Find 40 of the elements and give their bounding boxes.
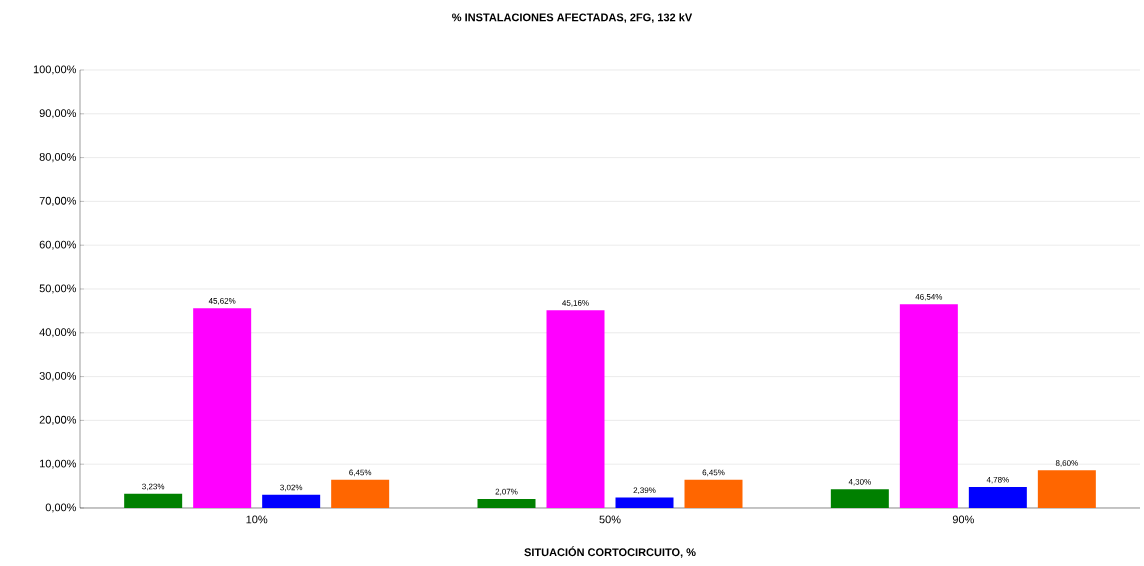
bar (193, 308, 252, 508)
data-label: 4,78% (986, 476, 1009, 484)
y-tick-label: 10,00% (39, 459, 77, 469)
data-label: 8,60% (1055, 460, 1078, 467)
bar (1037, 470, 1096, 508)
data-label: 4,30% (848, 479, 871, 486)
data-label: 46,54% (915, 294, 943, 301)
y-tick-label: 50,00% (39, 284, 77, 294)
bar (899, 304, 958, 508)
x-tick-label: 90% (952, 515, 974, 524)
data-label: 3,23% (142, 483, 165, 491)
x-axis-title: SITUACIÓN CORTOCIRCUITO, % (524, 546, 696, 558)
y-tick-label: 70,00% (39, 196, 77, 206)
chart-title: % INSTALACIONES AFECTADAS, 2FG, 132 kV (452, 13, 693, 23)
data-label: 45,16% (562, 300, 589, 307)
y-tick-label: 0,00% (45, 503, 77, 513)
y-tick-label: 80,00% (39, 153, 77, 163)
y-tick-label: 20,00% (39, 415, 77, 425)
bar (684, 479, 743, 508)
y-tick-label: 90,00% (39, 109, 77, 119)
bar (830, 489, 889, 508)
data-label: 45,62% (208, 298, 236, 305)
bar (262, 494, 321, 508)
bar (615, 497, 674, 508)
bar (968, 487, 1027, 508)
bar (331, 479, 390, 508)
data-label: 6,45% (349, 469, 372, 477)
bar (477, 498, 536, 508)
y-tick-label: 100,00% (33, 65, 77, 75)
x-tick-label: 10% (246, 515, 268, 524)
x-tick-label: 50% (599, 515, 621, 524)
data-label: 3,02% (280, 484, 303, 492)
data-label: 2,07% (495, 488, 518, 496)
data-label: 6,45% (702, 469, 725, 477)
y-tick-label: 30,00% (39, 372, 77, 382)
data-label: 2,39% (633, 487, 656, 494)
y-tick-label: 60,00% (39, 240, 77, 250)
bar (124, 493, 183, 508)
y-tick-label: 40,00% (39, 328, 77, 338)
bar (546, 310, 605, 508)
